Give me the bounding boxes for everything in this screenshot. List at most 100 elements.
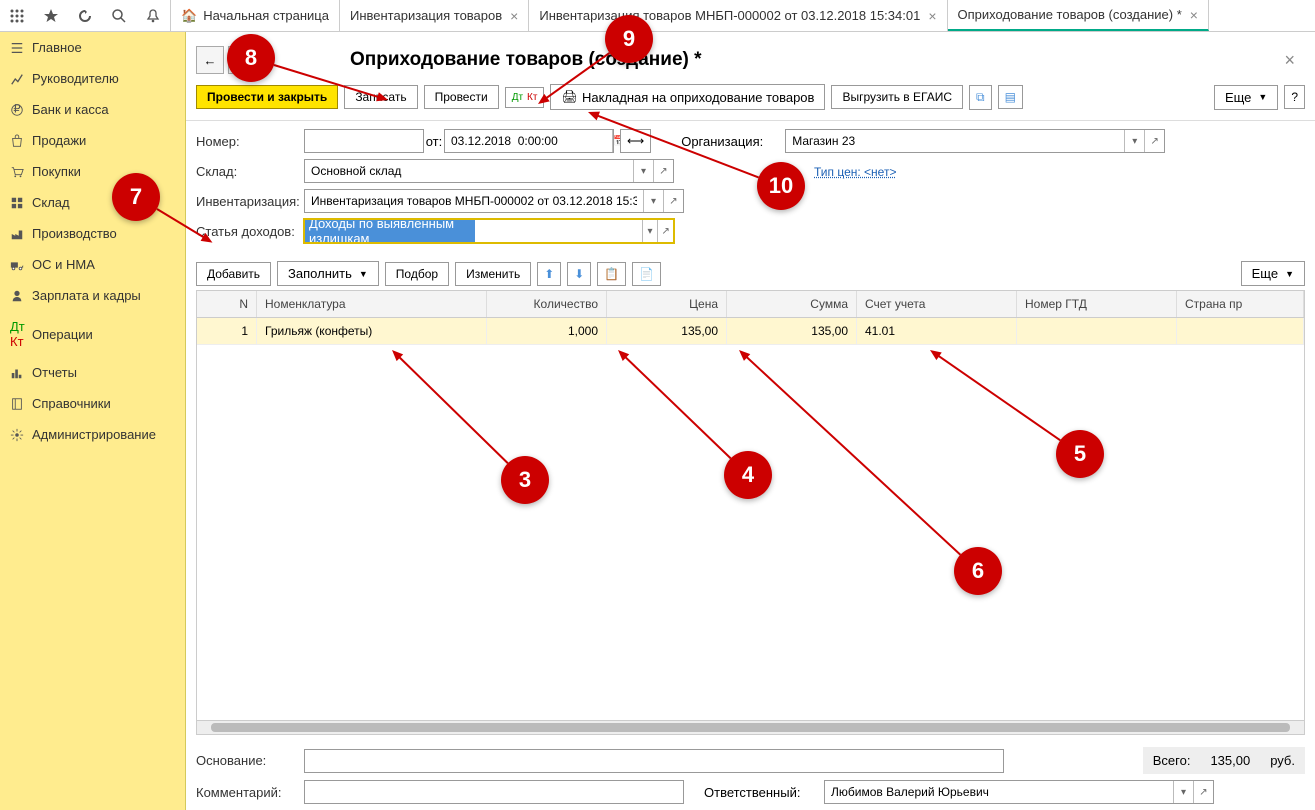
- th-n[interactable]: N: [197, 291, 257, 317]
- person-icon: [10, 289, 32, 303]
- warehouse-input[interactable]: ▾↗: [304, 159, 674, 183]
- print-button[interactable]: 🖨Накладная на оприходование товаров: [550, 84, 825, 110]
- basis-label: Основание:: [196, 753, 304, 768]
- close-page-icon[interactable]: ×: [1284, 50, 1295, 71]
- tab-2[interactable]: Инвентаризация товаров МНБП-000002 от 03…: [529, 0, 947, 31]
- dropdown-icon[interactable]: ▾: [1173, 781, 1193, 803]
- sidebar-item-производство[interactable]: Производство: [0, 218, 185, 249]
- history-icon[interactable]: [68, 0, 102, 32]
- income-input[interactable]: Доходы по выявленным излишкам ▾↗: [304, 219, 674, 243]
- tab-1[interactable]: Инвентаризация товаров ×: [340, 0, 529, 31]
- apps-icon[interactable]: [0, 0, 34, 32]
- sidebar-item-продажи[interactable]: Продажи: [0, 125, 185, 156]
- list-button[interactable]: ▤: [998, 85, 1023, 109]
- sidebar-item-операции[interactable]: ДтКтОперации: [0, 311, 185, 357]
- inventory-input[interactable]: ▾↗: [304, 189, 684, 213]
- org-input[interactable]: ▾↗: [785, 129, 1165, 153]
- th-country[interactable]: Страна пр: [1177, 291, 1304, 317]
- dropdown-icon[interactable]: ▾: [642, 220, 658, 242]
- svg-text:₽: ₽: [13, 103, 20, 115]
- nav-back-button[interactable]: ←: [196, 46, 224, 74]
- cell-qty: 1,000: [487, 318, 607, 344]
- tab-3[interactable]: Оприходование товаров (создание) * ×: [948, 0, 1209, 31]
- pick-button[interactable]: Подбор: [385, 262, 449, 286]
- sidebar-item-label: Банк и касса: [32, 102, 109, 117]
- main-toolbar: Провести и закрыть Записать Провести ДтК…: [186, 80, 1315, 121]
- dtkt-icon: ДтКт: [10, 319, 32, 349]
- search-icon[interactable]: [102, 0, 136, 32]
- price-type-link[interactable]: Тип цен: <нет>: [814, 165, 896, 179]
- fill-button[interactable]: Заполнить▼: [277, 261, 379, 286]
- resp-input[interactable]: ▾↗: [824, 780, 1214, 804]
- sidebar-item-справочники[interactable]: Справочники: [0, 388, 185, 419]
- callout-6: 6: [954, 547, 1002, 595]
- callout-3: 3: [501, 456, 549, 504]
- dropdown-icon[interactable]: ▾: [633, 160, 653, 182]
- sidebar-item-администрирование[interactable]: Администрирование: [0, 419, 185, 450]
- close-icon[interactable]: ×: [510, 8, 518, 24]
- open-icon[interactable]: ↗: [1144, 130, 1164, 152]
- copy-button[interactable]: 📋: [597, 262, 626, 286]
- close-icon[interactable]: ×: [1190, 7, 1198, 23]
- paste-button[interactable]: 📄: [632, 262, 661, 286]
- cell-sum: 135,00: [727, 318, 857, 344]
- dropdown-icon[interactable]: ▾: [1124, 130, 1144, 152]
- table-row[interactable]: 1 Грильяж (конфеты) 1,000 135,00 135,00 …: [197, 318, 1304, 345]
- more-button[interactable]: Еще▼: [1214, 85, 1278, 110]
- comment-input[interactable]: [304, 780, 684, 804]
- sidebar-item-руководителю[interactable]: Руководителю: [0, 63, 185, 94]
- dropdown-icon[interactable]: ▾: [643, 190, 663, 212]
- menu-icon: [10, 41, 32, 55]
- number-input[interactable]: [304, 129, 424, 153]
- expand-button[interactable]: ⟷: [620, 129, 651, 153]
- tab-home[interactable]: 🏠 Начальная страница: [171, 0, 340, 31]
- table-body: 1 Грильяж (конфеты) 1,000 135,00 135,00 …: [197, 318, 1304, 720]
- total-currency: руб.: [1270, 753, 1295, 768]
- open-icon[interactable]: ↗: [663, 190, 683, 212]
- struct-button[interactable]: ⧉: [969, 85, 992, 110]
- sidebar-item-зарплата-и-кадры[interactable]: Зарплата и кадры: [0, 280, 185, 311]
- basis-input[interactable]: [304, 749, 1004, 773]
- th-nom[interactable]: Номенклатура: [257, 291, 487, 317]
- change-button[interactable]: Изменить: [455, 262, 531, 286]
- callout-8: 8: [227, 34, 275, 82]
- dtkt-button[interactable]: ДтКт: [505, 87, 545, 108]
- table-header: N Номенклатура Количество Цена Сумма Сче…: [197, 291, 1304, 318]
- factory-icon: [10, 227, 32, 241]
- inventory-label: Инвентаризация:: [196, 194, 304, 209]
- printer-icon: 🖨: [561, 89, 578, 105]
- open-icon[interactable]: ↗: [1193, 781, 1213, 803]
- sidebar-item-покупки[interactable]: Покупки: [0, 156, 185, 187]
- post-button[interactable]: Провести: [424, 85, 499, 109]
- sidebar-item-label: Производство: [32, 226, 117, 241]
- open-icon[interactable]: ↗: [653, 160, 673, 182]
- tab-label: Инвентаризация товаров МНБП-000002 от 03…: [539, 8, 920, 23]
- star-icon[interactable]: [34, 0, 68, 32]
- table-more-button[interactable]: Еще▼: [1241, 261, 1305, 286]
- help-button[interactable]: ?: [1284, 85, 1305, 109]
- h-scrollbar[interactable]: [197, 720, 1304, 734]
- open-icon[interactable]: ↗: [657, 220, 673, 242]
- down-button[interactable]: ⬇: [567, 262, 591, 286]
- bell-icon[interactable]: [136, 0, 170, 32]
- total-box: Всего: 135,00 руб.: [1143, 747, 1305, 774]
- th-sum[interactable]: Сумма: [727, 291, 857, 317]
- add-button[interactable]: Добавить: [196, 262, 271, 286]
- sidebar-item-отчеты[interactable]: Отчеты: [0, 357, 185, 388]
- post-and-close-button[interactable]: Провести и закрыть: [196, 85, 338, 109]
- tab-label: Оприходование товаров (создание) *: [958, 7, 1182, 22]
- th-acc[interactable]: Счет учета: [857, 291, 1017, 317]
- date-input[interactable]: 📅: [444, 129, 614, 153]
- sidebar-item-главное[interactable]: Главное: [0, 32, 185, 63]
- sidebar-item-банк-и-касса[interactable]: ₽ Банк и касса: [0, 94, 185, 125]
- th-gtd[interactable]: Номер ГТД: [1017, 291, 1177, 317]
- th-qty[interactable]: Количество: [487, 291, 607, 317]
- grid-icon: [10, 196, 32, 210]
- close-icon[interactable]: ×: [928, 8, 936, 24]
- th-price[interactable]: Цена: [607, 291, 727, 317]
- resp-label: Ответственный:: [704, 785, 824, 800]
- egais-button[interactable]: Выгрузить в ЕГАИС: [831, 85, 963, 109]
- up-button[interactable]: ⬆: [537, 262, 561, 286]
- sidebar-item-ос-и-нма[interactable]: ОС и НМА: [0, 249, 185, 280]
- write-button[interactable]: Записать: [344, 85, 417, 109]
